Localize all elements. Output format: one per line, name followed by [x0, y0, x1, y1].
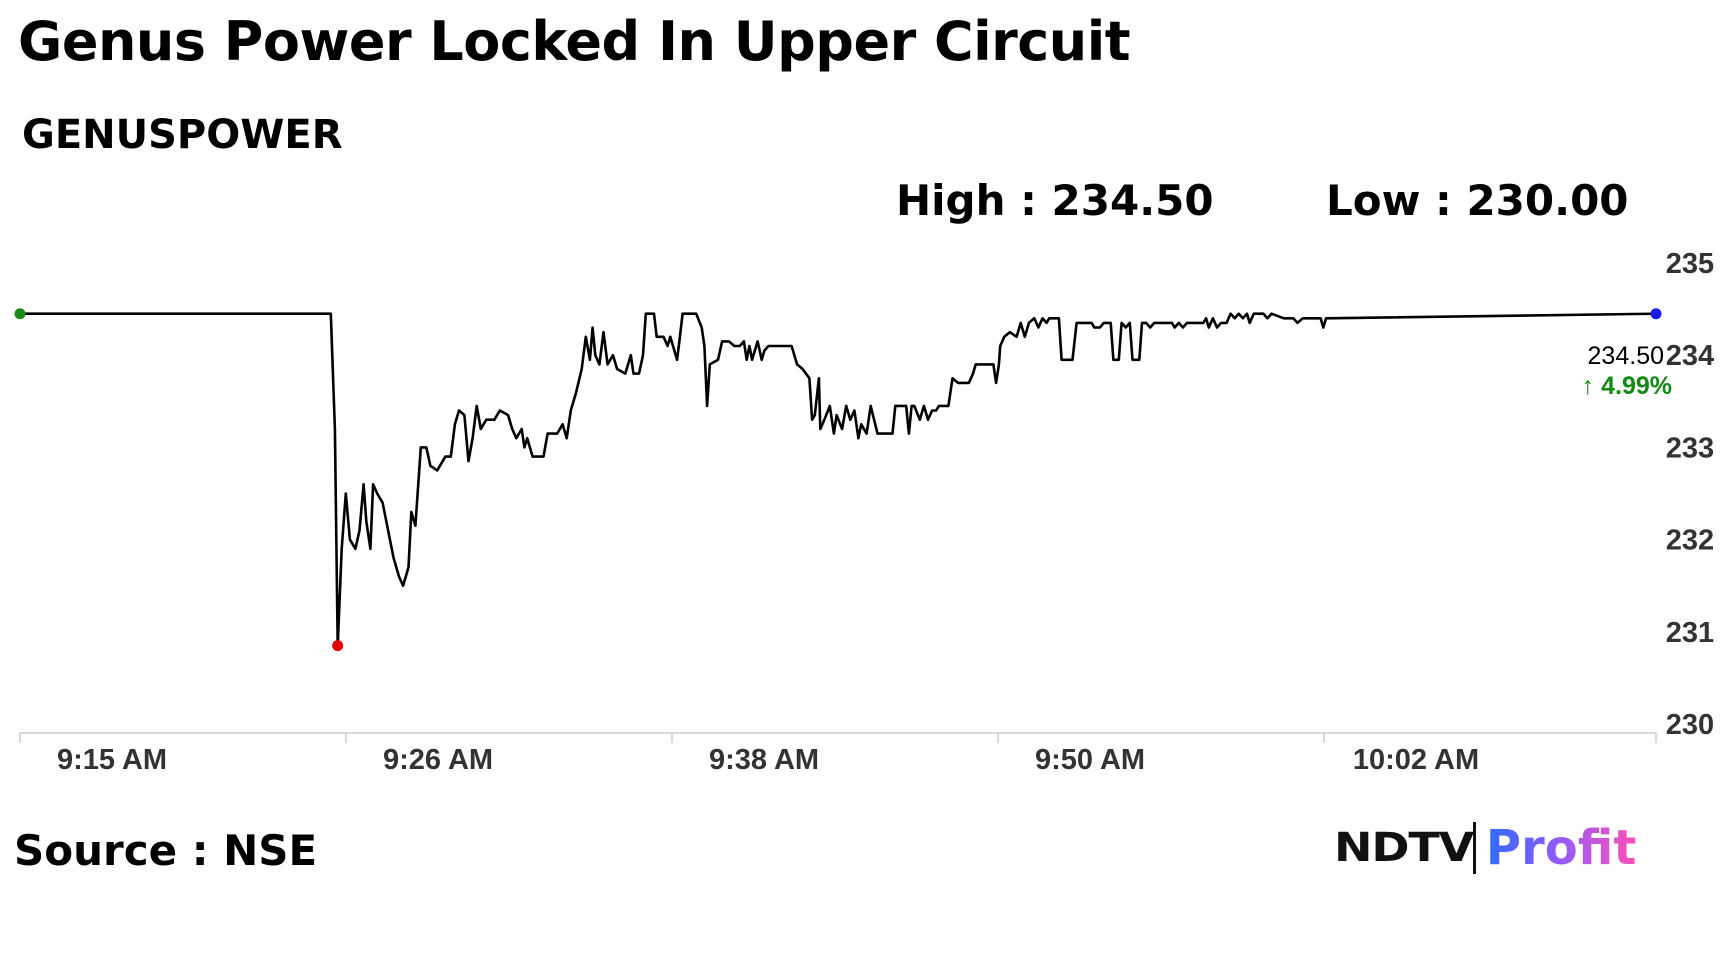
start-point-marker — [14, 308, 26, 320]
day-low-label: Low : 230.00 — [1326, 176, 1629, 225]
y-tick-label: 233 — [1666, 432, 1714, 464]
logo-profit-wordmark: Profit — [1485, 820, 1637, 876]
end-point-marker — [1650, 308, 1662, 320]
y-tick-label: 231 — [1666, 617, 1714, 649]
x-axis-ticks: 9:15 AM 9:26 AM 9:38 AM 9:50 AM 10:02 AM — [19, 733, 1657, 776]
y-tick-label: 235 — [1666, 248, 1714, 280]
y-axis-ticks: 230 231 232 233 234 235 — [1666, 248, 1714, 741]
x-tick-label: 9:26 AM — [383, 744, 493, 776]
logo-ndtv-wordmark: NDTV — [1334, 825, 1474, 871]
x-tick-label: 9:15 AM — [57, 744, 167, 776]
x-tick-label: 9:38 AM — [709, 744, 819, 776]
x-tick-label: 9:50 AM — [1035, 744, 1145, 776]
last-price-label: 234.50 — [1588, 342, 1664, 370]
low-point-marker — [332, 640, 344, 652]
logo-divider — [1472, 822, 1476, 874]
price-chart: 9:15 AM 9:26 AM 9:38 AM 9:50 AM 10:02 AM 230… — [14, 248, 1714, 776]
source-note: Source : NSE — [14, 826, 318, 875]
chart-title: Genus Power Locked In Upper Circuit — [18, 10, 1131, 73]
stock-symbol: GENUSPOWER — [22, 112, 343, 158]
percent-change-label: ↑ 4.99% — [1582, 372, 1672, 400]
y-tick-label: 234 — [1666, 340, 1714, 372]
ndtv-profit-logo: NDTV Profit — [1334, 818, 1636, 878]
y-tick-label: 230 — [1666, 709, 1714, 741]
day-high-label: High : 234.50 — [896, 176, 1214, 225]
price-series-line — [20, 312, 1657, 647]
y-tick-label: 232 — [1666, 525, 1714, 557]
x-tick-label: 10:02 AM — [1353, 744, 1479, 776]
price-markers — [14, 308, 1662, 652]
